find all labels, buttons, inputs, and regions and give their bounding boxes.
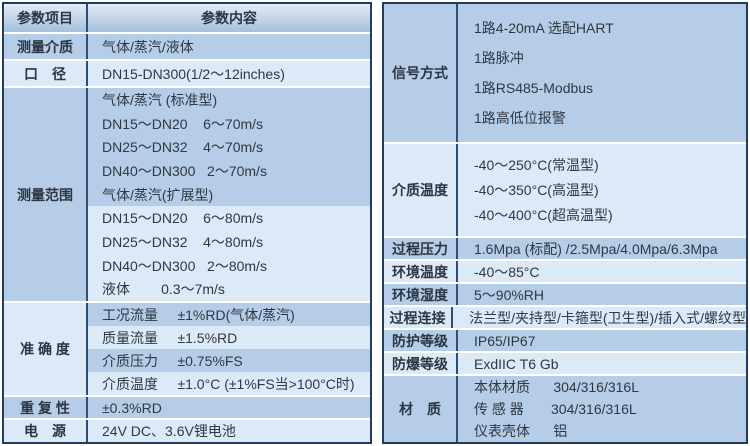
param-value: DN15～DN20 6～80m/s xyxy=(88,206,370,231)
param-value: 1路RS485-Modbus xyxy=(474,80,594,96)
row-process-connection: 过程连接 法兰型/夹持型/卡箍型(卫生型)/插入式/螺纹型 xyxy=(384,305,746,328)
param-label-power-supply: 电 源 xyxy=(4,420,88,442)
param-label-explosion-proof-rating: 防爆等级 xyxy=(384,353,458,374)
row-measuring-medium: 测量介质 气体/蒸汽/液体 xyxy=(4,32,370,59)
row-process-pressure: 过程压力 1.6Mpa (标配) /2.5Mpa/4.0Mpa/6.3Mpa xyxy=(384,236,746,259)
param-label-process-pressure: 过程压力 xyxy=(384,238,458,259)
param-label-measuring-medium: 测量介质 xyxy=(4,34,88,59)
row-repeatability: 重 复 性 ±0.3%RD xyxy=(4,395,370,418)
param-value: DN40～DN300 2～80m/s xyxy=(88,253,370,278)
param-value: DN25～DN32 4～70m/s xyxy=(88,135,370,160)
param-value: DN25～DN32 4～80m/s xyxy=(88,230,370,254)
row-diameter: 口 径 DN15-DN300(1/2～12inches) xyxy=(4,59,370,86)
param-value: 本体材质 304/316/316L xyxy=(474,379,639,395)
row-explosion-proof-rating: 防爆等级 ExdIIC T6 Gb xyxy=(384,351,746,374)
param-value: 气体/蒸汽(扩展型) xyxy=(88,182,370,207)
param-label-process-connection: 过程连接 xyxy=(384,307,454,328)
row-signal-type: 信号方式 1路4-20mA 选配HART 1路脉冲 1路RS485-Modbus… xyxy=(384,4,746,142)
param-value: 法兰型/夹持型/卡箍型(卫生型)/插入式/螺纹型 xyxy=(453,307,746,328)
param-label-repeatability: 重 复 性 xyxy=(4,397,88,418)
param-value: 质量流量 ±1.5%RD xyxy=(88,326,370,349)
param-value: 液体 0.3～7m/s xyxy=(88,277,370,302)
row-ambient-temperature: 环境温度 -40～85°C xyxy=(384,259,746,282)
row-ambient-humidity: 环境湿度 5～90%RH xyxy=(384,282,746,305)
param-value: 1.6Mpa (标配) /2.5Mpa/4.0Mpa/6.3Mpa xyxy=(458,238,746,259)
param-value: 介质温度 ±1.0°C (±1%FS当>100°C时) xyxy=(88,372,370,395)
param-label-signal-type: 信号方式 xyxy=(384,4,458,142)
row-protection-rating: 防护等级 IP65/IP67 xyxy=(384,328,746,351)
param-label-diameter: 口 径 xyxy=(4,61,88,86)
param-value: 仪表壳体 铝 xyxy=(474,423,568,439)
table-header-row: 参数项目 参数内容 xyxy=(4,4,370,32)
param-value: DN15～DN20 6～70m/s xyxy=(88,111,370,136)
param-value: 1路4-20mA 选配HART xyxy=(474,20,614,36)
header-parameter-content: 参数内容 xyxy=(201,10,257,26)
param-value: ExdIIC T6 Gb xyxy=(458,353,746,374)
left-parameter-table: 参数项目 参数内容 测量介质 气体/蒸汽/液体 口 径 DN15-DN300(1… xyxy=(2,2,372,444)
param-label-measuring-range: 测量范围 xyxy=(4,88,88,301)
param-value: 工况流量 ±1%RD(气体/蒸汽) xyxy=(88,303,370,326)
param-value: -40～250°C(常温型) xyxy=(474,157,599,174)
param-value: -40～350°C(高温型) xyxy=(474,182,599,198)
param-value: 介质压力 ±0.75%FS xyxy=(88,349,370,372)
param-value: 气体/蒸汽/液体 xyxy=(88,34,370,59)
param-label-protection-rating: 防护等级 xyxy=(384,330,458,351)
param-label-ambient-temperature: 环境温度 xyxy=(384,261,458,282)
row-accuracy: 准 确 度 工况流量 ±1%RD(气体/蒸汽) 质量流量 ±1.5%RD 介质压… xyxy=(4,301,370,395)
row-medium-temperature: 介质温度 -40～250°C(常温型) -40～350°C(高温型) -40～4… xyxy=(384,142,746,236)
param-value: DN15-DN300(1/2～12inches) xyxy=(88,61,370,86)
row-power-supply: 电 源 24V DC、3.6V锂电池 xyxy=(4,418,370,442)
param-value: ±0.3%RD xyxy=(88,397,370,418)
param-value: 5～90%RH xyxy=(458,284,746,305)
param-label-material: 材 质 xyxy=(384,376,458,442)
param-value: 传 感 器 304/316/316L xyxy=(474,401,637,417)
param-label-medium-temperature: 介质温度 xyxy=(384,144,458,236)
right-parameter-table: 信号方式 1路4-20mA 选配HART 1路脉冲 1路RS485-Modbus… xyxy=(382,2,748,444)
param-value: 24V DC、3.6V锂电池 xyxy=(88,420,370,442)
param-value: -40～400°C(超高温型) xyxy=(474,206,613,223)
param-value: 气体/蒸汽 (标准型) xyxy=(88,88,370,112)
row-material: 材 质 本体材质 304/316/316L 传 感 器 304/316/316L… xyxy=(384,374,746,442)
param-value: -40～85°C xyxy=(458,261,746,282)
param-value: DN40～DN300 2～70m/s xyxy=(88,159,370,183)
param-value: 1路脉冲 xyxy=(474,50,524,66)
param-label-accuracy: 准 确 度 xyxy=(4,303,88,395)
row-measuring-range: 测量范围 气体/蒸汽 (标准型) DN15～DN20 6～70m/s DN25～… xyxy=(4,86,370,302)
param-value: 1路高低位报警 xyxy=(474,110,566,126)
header-parameter-item: 参数项目 xyxy=(4,4,88,32)
param-label-ambient-humidity: 环境湿度 xyxy=(384,284,458,305)
param-value: IP65/IP67 xyxy=(458,330,746,351)
